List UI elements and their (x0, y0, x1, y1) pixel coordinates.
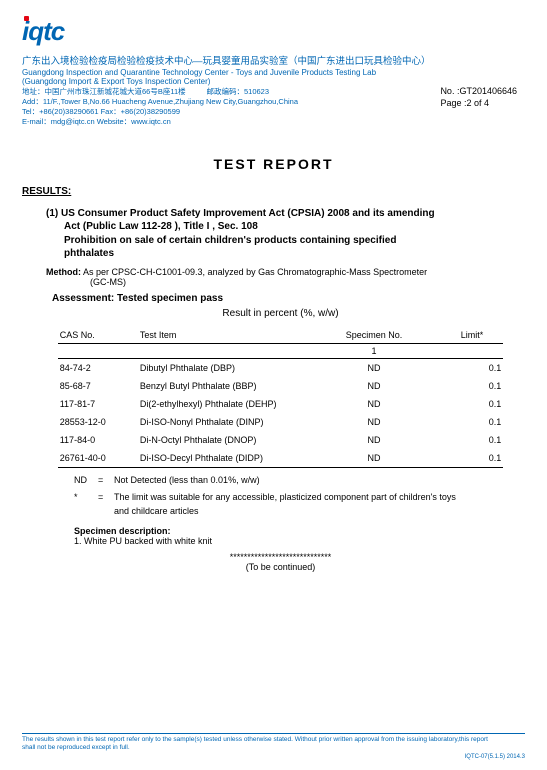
cell-limit: 0.1 (423, 431, 503, 449)
cell-limit: 0.1 (423, 449, 503, 468)
col-cas: CAS No. (58, 327, 138, 344)
cell-cas: 117-84-0 (58, 431, 138, 449)
cell-cas: 28553-12-0 (58, 413, 138, 431)
cell-cas: 84-74-2 (58, 358, 138, 377)
cell-item: Benzyl Butyl Phthalate (BBP) (138, 377, 325, 395)
result-caption: Result in percent (%, w/w) (46, 308, 515, 319)
note-star-eq: = (98, 491, 114, 505)
regulation-line-4: phthalates (46, 247, 515, 261)
cell-spec: ND (325, 413, 423, 431)
specimen-desc-heading: Specimen description: (74, 526, 515, 536)
table-row: 117-84-0Di-N-Octyl Phthalate (DNOP)ND0.1 (58, 431, 504, 449)
address-cn: 地址：中国广州市珠江新城花城大道66号B座11楼 (22, 87, 186, 96)
note-nd-eq: = (98, 474, 114, 488)
doc-meta: No. :GT201406646 Page :2 of 4 (440, 86, 517, 109)
separator-stars: ***************************** (46, 552, 515, 562)
to-be-continued: (To be continued) (46, 562, 515, 572)
page-label: Page : (440, 98, 466, 108)
footer-meta: IQTC-07(5.1.5) 2014.3 (22, 754, 525, 760)
method-subtext: (GC-MS) (46, 277, 515, 287)
assessment: Assessment: Tested specimen pass (46, 293, 515, 304)
section-1: (1) US Consumer Product Safety Improveme… (22, 207, 525, 573)
notes: ND = Not Detected (less than 0.01%, w/w)… (74, 474, 515, 519)
cell-limit: 0.1 (423, 358, 503, 377)
method-label: Method: (46, 267, 81, 277)
note-nd-symbol: ND (74, 474, 98, 488)
logo: iqtc (22, 16, 64, 47)
col-limit: Limit* (423, 327, 503, 344)
footer-text-1: The results shown in this test report re… (22, 736, 525, 744)
header-english-2: (Guangdong Import & Export Toys Inspecti… (22, 77, 525, 86)
cell-spec: ND (325, 358, 423, 377)
header-chinese: 广东出入境检验检疫局检验检疫技术中心—玩具婴童用品实验室（中国广东进出口玩具检验… (22, 53, 525, 67)
cell-spec: ND (325, 431, 423, 449)
regulation-line-3: Prohibition on sale of certain children'… (46, 234, 515, 248)
cell-item: Di-ISO-Nonyl Phthalate (DINP) (138, 413, 325, 431)
regulation-line-2: Act (Public Law 112-28 ), Title I , Sec.… (46, 220, 515, 234)
table-row: 117-81-7Di(2-ethylhexyl) Phthalate (DEHP… (58, 395, 504, 413)
cell-spec: ND (325, 395, 423, 413)
regulation-line-1: US Consumer Product Safety Improvement A… (61, 208, 435, 219)
doc-no: GT201406646 (459, 86, 517, 96)
table-row: 28553-12-0Di-ISO-Nonyl Phthalate (DINP)N… (58, 413, 504, 431)
page-value: 2 of 4 (466, 98, 489, 108)
cell-item: Di-N-Octyl Phthalate (DNOP) (138, 431, 325, 449)
email-web: E-mail：mdg@iqtc.cn Website：www.iqtc.cn (22, 117, 525, 127)
doc-no-label: No. : (440, 86, 459, 96)
table-row: 26761-40-0Di-ISO-Decyl Phthalate (DIDP)N… (58, 449, 504, 468)
table-row: 85-68-7Benzyl Butyl Phthalate (BBP)ND0.1 (58, 377, 504, 395)
cell-spec: ND (325, 377, 423, 395)
cell-item: Dibutyl Phthalate (DBP) (138, 358, 325, 377)
specimen-description: Specimen description: 1. White PU backed… (74, 526, 515, 546)
cell-cas: 85-68-7 (58, 377, 138, 395)
cell-item: Di-ISO-Decyl Phthalate (DIDP) (138, 449, 325, 468)
cell-limit: 0.1 (423, 395, 503, 413)
note-star-text-1: The limit was suitable for any accessibl… (114, 491, 515, 505)
cell-cas: 26761-40-0 (58, 449, 138, 468)
footer: The results shown in this test report re… (22, 733, 525, 760)
logo-dot-icon (24, 16, 29, 21)
section-number: (1) (46, 208, 58, 219)
cell-limit: 0.1 (423, 377, 503, 395)
specimen-desc-item-1: 1. White PU backed with white knit (74, 536, 515, 546)
footer-line-icon (22, 733, 525, 734)
note-star-text-2: and childcare articles (114, 505, 515, 519)
postcode: 邮政编码：510623 (206, 87, 269, 96)
results-table: CAS No. Test Item Specimen No. Limit* 1 … (58, 327, 504, 468)
col-item: Test Item (138, 327, 325, 344)
method-text: As per CPSC-CH-C1001-09.3, analyzed by G… (83, 267, 427, 277)
report-title: TEST REPORT (22, 156, 525, 172)
footer-text-2: shall not be reproduced except in full. (22, 744, 525, 752)
specimen-number: 1 (325, 343, 423, 358)
note-star-symbol: * (74, 491, 98, 505)
cell-item: Di(2-ethylhexyl) Phthalate (DEHP) (138, 395, 325, 413)
cell-spec: ND (325, 449, 423, 468)
results-heading: RESULTS: (22, 186, 525, 197)
table-row: 84-74-2Dibutyl Phthalate (DBP)ND0.1 (58, 358, 504, 377)
col-specimen: Specimen No. (325, 327, 423, 344)
cell-cas: 117-81-7 (58, 395, 138, 413)
header-english-1: Guangdong Inspection and Quarantine Tech… (22, 68, 525, 77)
cell-limit: 0.1 (423, 413, 503, 431)
note-nd-text: Not Detected (less than 0.01%, w/w) (114, 474, 515, 488)
